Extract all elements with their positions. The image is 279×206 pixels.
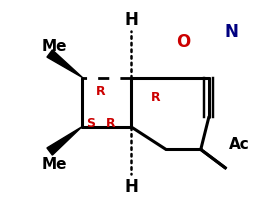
Text: H: H — [124, 177, 138, 195]
Text: R: R — [106, 117, 116, 130]
Text: Ac: Ac — [229, 136, 250, 151]
Text: N: N — [225, 23, 238, 41]
Text: H: H — [124, 11, 138, 29]
Polygon shape — [47, 51, 83, 78]
Text: Me: Me — [42, 157, 67, 171]
Text: Me: Me — [42, 39, 67, 54]
Text: O: O — [176, 33, 191, 51]
Text: R: R — [96, 84, 105, 97]
Text: S: S — [86, 117, 95, 130]
Text: R: R — [151, 90, 161, 103]
Polygon shape — [47, 127, 82, 155]
